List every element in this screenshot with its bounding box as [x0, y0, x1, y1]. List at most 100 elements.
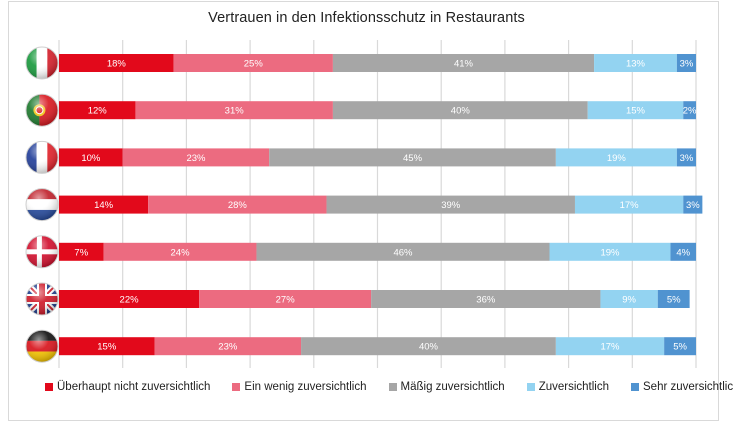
bar-segment — [574, 195, 684, 214]
legend-label: Ein wenig zuversichtlich — [244, 381, 367, 393]
data-label: 13% — [626, 59, 646, 70]
bar-segment — [676, 54, 696, 72]
bar-row-niederlande: 14% 28% 39% 17% 3% — [59, 195, 703, 214]
flag-france-icon — [25, 140, 59, 174]
data-label: 36% — [476, 295, 496, 306]
data-label: 28% — [228, 200, 248, 211]
data-label: 3% — [680, 59, 694, 70]
bar-segment — [332, 101, 588, 120]
bar-segment — [173, 54, 333, 72]
bar-segment — [332, 54, 595, 72]
bar-row-dänemark: 7% 24% 46% 19% 4% — [59, 242, 696, 261]
legend-label: Sehr zuversichtlich — [643, 381, 733, 393]
bar-segment — [199, 290, 372, 308]
data-label: 14% — [94, 200, 114, 211]
data-label: 9% — [622, 295, 636, 306]
data-label: 22% — [120, 295, 140, 306]
data-label: 19% — [607, 153, 627, 164]
data-label: 39% — [441, 200, 461, 211]
data-label: 19% — [600, 247, 620, 258]
flag-uk-icon — [25, 282, 59, 316]
chart-title: Vertrauen in den Infektionsschutz in Res… — [208, 10, 525, 26]
bar-segment — [135, 101, 333, 120]
flag-italy-icon — [25, 46, 59, 80]
data-label: 12% — [88, 106, 108, 117]
legend-swatch — [232, 383, 241, 391]
data-label: 3% — [686, 200, 700, 211]
flag-germany-icon — [25, 329, 59, 363]
bar-segment — [594, 54, 677, 72]
data-label: 15% — [97, 342, 117, 353]
data-label: 46% — [393, 247, 413, 258]
data-label: 23% — [186, 153, 206, 164]
data-label: 18% — [107, 59, 127, 70]
bar-segment — [59, 290, 200, 308]
data-label: 5% — [673, 342, 687, 353]
bar-segment — [59, 101, 136, 120]
bar-segment — [676, 148, 696, 167]
bar-segment — [256, 242, 550, 261]
legend-item: Ein wenig zuversichtlich — [232, 381, 367, 393]
bar-row-frankreich: 10% 23% 45% 19% 3% — [59, 148, 696, 167]
bar-row-portugal: 12% 31% 40% 15% 2% — [59, 101, 697, 120]
legend-swatch — [631, 383, 639, 391]
data-label: 2% — [683, 106, 697, 117]
legend-label: Überhaupt nicht zuversichtlich — [57, 381, 211, 393]
bar-segment — [587, 101, 684, 120]
legend-swatch — [45, 383, 53, 391]
bar-row-großbritannien: 22% 27% 36% 9% 5% — [59, 290, 690, 308]
bar-segment — [59, 195, 149, 214]
legend-item: Sehr zuversichtlich — [631, 381, 733, 393]
bar-row-deutschland: 15% 23% 40% 17% 5% — [59, 337, 696, 356]
data-label: 15% — [626, 106, 646, 117]
data-label: 25% — [244, 59, 264, 70]
bar-segment — [154, 337, 302, 356]
legend: Überhaupt nicht zuversichtlich Ein wenig … — [45, 381, 733, 393]
bar-segment — [59, 242, 104, 261]
bar-segment — [122, 148, 270, 167]
data-label: 7% — [74, 247, 88, 258]
bar-segment — [301, 337, 556, 356]
data-label: 40% — [419, 342, 439, 353]
data-label: 10% — [81, 153, 101, 164]
data-label: 45% — [403, 153, 423, 164]
data-label: 23% — [218, 342, 238, 353]
legend-label: Mäßig zuversichtlich — [400, 381, 505, 393]
bar-segment — [269, 148, 556, 167]
bar-row-italien: 18% 25% 41% 13% 3% — [59, 54, 696, 72]
data-label: 4% — [676, 247, 690, 258]
bar-segment — [59, 54, 174, 72]
data-label: 24% — [171, 247, 191, 258]
legend-swatch — [388, 383, 397, 391]
legend-swatch — [526, 383, 535, 391]
legend-item: Überhaupt nicht zuversichtlich — [45, 381, 210, 393]
legend-item: Mäßig zuversichtlich — [388, 381, 505, 393]
data-label: 17% — [620, 200, 640, 211]
legend-label: Zuversichtlich — [538, 381, 609, 393]
bar-segment — [103, 242, 257, 261]
data-label: 27% — [276, 295, 296, 306]
data-label: 31% — [225, 106, 245, 117]
data-label: 41% — [454, 59, 474, 70]
bar-segment — [371, 290, 601, 308]
bar-segment — [664, 337, 696, 356]
bar-segment — [670, 242, 696, 261]
bar-segment — [657, 290, 690, 308]
bar-segment — [59, 337, 155, 356]
bar-segment — [683, 195, 703, 214]
data-label: 17% — [600, 342, 620, 353]
flag-portugal-icon — [25, 93, 59, 127]
data-label: 5% — [667, 295, 681, 306]
bar-segment — [555, 148, 677, 167]
flag-denmark-icon — [25, 235, 59, 269]
data-label: 3% — [680, 153, 694, 164]
data-label: 40% — [451, 106, 471, 117]
legend-item: Zuversichtlich — [526, 381, 609, 393]
bar-segment — [600, 290, 658, 308]
bar-segment — [555, 337, 665, 356]
bar-segment — [59, 148, 123, 167]
bar-segment — [148, 195, 327, 214]
flag-netherlands-icon — [25, 188, 59, 222]
bar-segment — [326, 195, 575, 214]
